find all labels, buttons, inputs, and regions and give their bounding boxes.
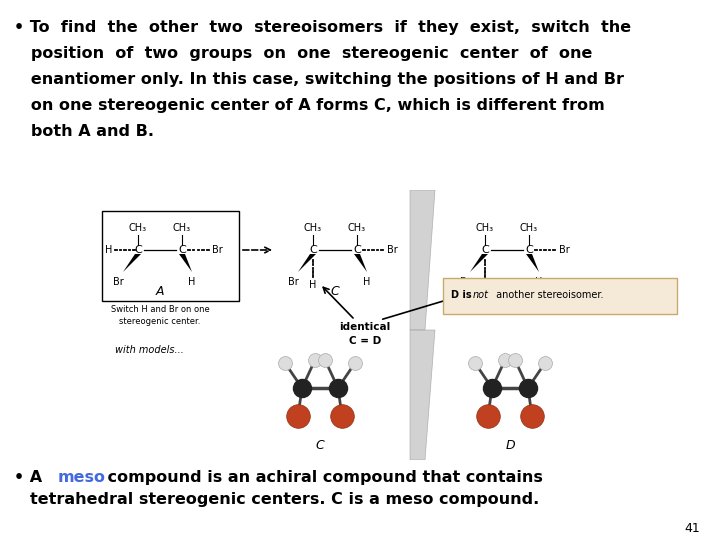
Text: meso: meso — [58, 470, 106, 485]
Text: both A and B.: both A and B. — [14, 124, 154, 139]
Text: • To  find  the  other  two  stereoisomers  if  they  exist,  switch  the: • To find the other two stereoisomers if… — [14, 20, 631, 35]
Text: H: H — [481, 280, 489, 290]
Text: C: C — [134, 245, 142, 255]
Text: C: C — [309, 245, 317, 255]
Text: Br: Br — [287, 277, 298, 287]
Text: CH₃: CH₃ — [129, 223, 147, 233]
Text: CH₃: CH₃ — [348, 223, 366, 233]
Text: Br: Br — [212, 245, 222, 255]
Text: C: C — [353, 245, 361, 255]
Text: enantiomer only. In this case, switching the positions of H and Br: enantiomer only. In this case, switching… — [14, 72, 624, 87]
Text: CH₃: CH₃ — [476, 223, 494, 233]
Text: D is: D is — [451, 290, 475, 300]
Text: with models...: with models... — [115, 345, 184, 355]
Polygon shape — [179, 254, 192, 272]
Text: Br: Br — [459, 277, 470, 287]
Text: H: H — [535, 277, 543, 287]
Text: stereogenic center.: stereogenic center. — [120, 317, 201, 326]
Polygon shape — [123, 254, 141, 272]
Text: D: D — [502, 285, 512, 298]
Text: H: H — [364, 277, 371, 287]
Polygon shape — [526, 254, 539, 272]
Text: H: H — [310, 280, 317, 290]
Text: C: C — [481, 245, 489, 255]
FancyBboxPatch shape — [443, 278, 677, 314]
Text: Br: Br — [112, 277, 123, 287]
Text: C: C — [525, 245, 533, 255]
Text: on one stereogenic center of A forms C, which is different from: on one stereogenic center of A forms C, … — [14, 98, 605, 113]
Text: C: C — [330, 285, 339, 298]
Text: D: D — [505, 439, 515, 452]
Text: Br: Br — [387, 245, 397, 255]
Text: Switch H and Br on one: Switch H and Br on one — [111, 305, 210, 314]
Text: CH₃: CH₃ — [304, 223, 322, 233]
Text: Br: Br — [559, 245, 570, 255]
Polygon shape — [354, 254, 367, 272]
Text: • A: • A — [14, 470, 48, 485]
Polygon shape — [410, 330, 435, 460]
Polygon shape — [470, 254, 488, 272]
Text: H: H — [104, 245, 112, 255]
Polygon shape — [410, 190, 435, 330]
Text: not: not — [473, 290, 489, 300]
Text: C: C — [178, 245, 186, 255]
Text: compound is an achiral compound that contains: compound is an achiral compound that con… — [102, 470, 543, 485]
Text: 41: 41 — [684, 522, 700, 535]
Text: position  of  two  groups  on  one  stereogenic  center  of  one: position of two groups on one stereogeni… — [14, 46, 593, 61]
Text: C = D: C = D — [349, 336, 381, 346]
Text: identical: identical — [339, 322, 391, 332]
Text: H: H — [189, 277, 196, 287]
Text: tetrahedral stereogenic centers. C is a meso compound.: tetrahedral stereogenic centers. C is a … — [30, 492, 539, 507]
Text: another stereoisomer.: another stereoisomer. — [493, 290, 603, 300]
Text: A: A — [156, 285, 164, 298]
Text: CH₃: CH₃ — [173, 223, 191, 233]
Text: C: C — [315, 439, 325, 452]
Polygon shape — [298, 254, 316, 272]
Text: CH₃: CH₃ — [520, 223, 538, 233]
